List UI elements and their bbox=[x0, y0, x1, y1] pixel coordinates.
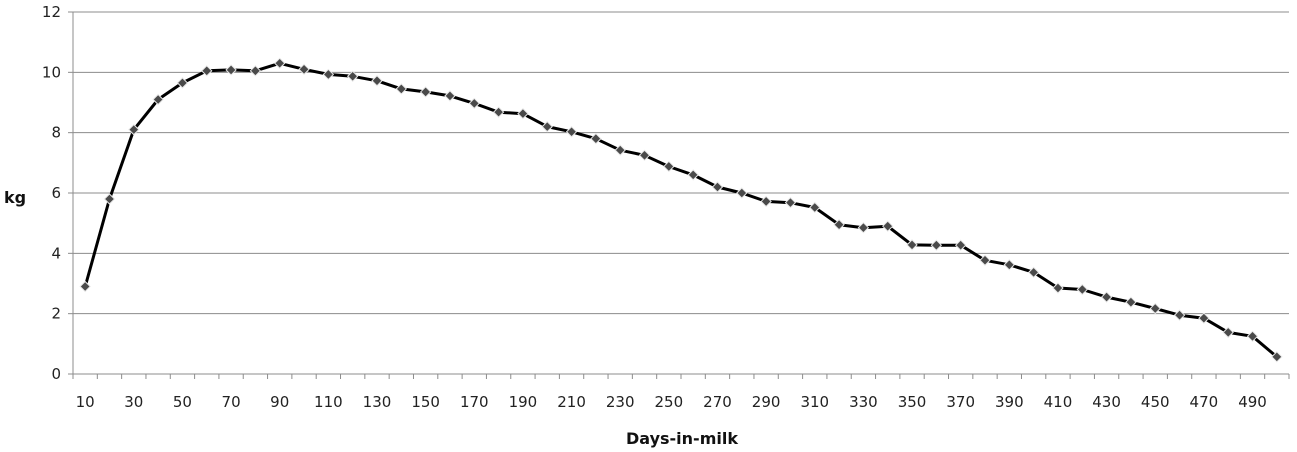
x-tick-label: 430 bbox=[1092, 393, 1121, 411]
data-point bbox=[565, 126, 578, 138]
data-point bbox=[1149, 302, 1161, 315]
data-point bbox=[1222, 326, 1234, 339]
x-tick-label: 370 bbox=[946, 393, 975, 411]
data-point bbox=[711, 181, 724, 193]
y-axis-title: kg bbox=[4, 188, 26, 207]
data-point bbox=[346, 70, 359, 82]
x-tick-label: 490 bbox=[1238, 393, 1267, 411]
data-point bbox=[176, 77, 189, 89]
data-point bbox=[1100, 291, 1113, 303]
data-point bbox=[1198, 312, 1210, 324]
data-point bbox=[322, 68, 335, 81]
x-tick-label: 30 bbox=[124, 393, 143, 411]
y-tick-label: 2 bbox=[51, 305, 61, 323]
data-point bbox=[1003, 259, 1016, 271]
data-point bbox=[663, 160, 675, 173]
y-tick-label: 4 bbox=[51, 244, 61, 262]
gridlines bbox=[73, 11, 1289, 315]
data-point bbox=[906, 239, 918, 251]
x-tick-labels: 10 30 50 70 90 110 130 150 170 190 210 230 250 270 290… bbox=[76, 393, 1267, 411]
data-point bbox=[1125, 296, 1137, 308]
x-tick-label: 50 bbox=[173, 393, 192, 411]
data-point bbox=[784, 196, 797, 209]
data-point bbox=[274, 57, 286, 69]
data-point bbox=[979, 254, 991, 266]
data-point bbox=[201, 65, 213, 77]
data-point bbox=[419, 86, 432, 98]
x-tick-label: 250 bbox=[655, 393, 684, 411]
series-line bbox=[83, 61, 1278, 358]
data-point bbox=[760, 195, 772, 208]
data-point bbox=[103, 193, 116, 205]
x-tick-label: 90 bbox=[270, 393, 289, 411]
data-point bbox=[638, 149, 651, 161]
data-point bbox=[809, 201, 821, 214]
y-tick-labels: 0 2 4 6 8 10 12 bbox=[42, 3, 61, 383]
data-point bbox=[371, 75, 383, 87]
data-point bbox=[298, 63, 310, 76]
x-tick-label: 310 bbox=[800, 393, 829, 411]
data-point bbox=[249, 65, 262, 77]
x-tick-label: 230 bbox=[606, 393, 635, 411]
data-point bbox=[395, 83, 408, 95]
x-tick-label: 170 bbox=[460, 393, 489, 411]
x-tick-label: 290 bbox=[752, 393, 781, 411]
x-tick-label: 130 bbox=[363, 393, 392, 411]
data-point bbox=[736, 187, 748, 199]
data-point bbox=[833, 218, 845, 231]
data-point bbox=[468, 97, 480, 110]
data-point bbox=[517, 107, 529, 120]
data-point bbox=[541, 120, 553, 133]
data-point bbox=[444, 90, 456, 102]
data-point bbox=[1052, 282, 1064, 294]
x-tick-label: 270 bbox=[703, 393, 732, 411]
data-point bbox=[1246, 330, 1259, 342]
data-point bbox=[128, 123, 140, 136]
data-point bbox=[1027, 266, 1040, 279]
data-point bbox=[882, 220, 894, 232]
data-point bbox=[225, 64, 237, 76]
x-tick-label: 70 bbox=[222, 393, 241, 411]
x-axis-title: Days-in-milk bbox=[626, 429, 738, 448]
data-point bbox=[614, 144, 626, 156]
x-tick-label: 410 bbox=[1044, 393, 1073, 411]
x-tick-label: 150 bbox=[411, 393, 440, 411]
y-tick-label: 0 bbox=[51, 365, 61, 383]
data-point bbox=[590, 132, 602, 145]
x-tick-label: 350 bbox=[898, 393, 927, 411]
axes bbox=[68, 11, 1290, 379]
x-tick-label: 450 bbox=[1141, 393, 1170, 411]
data-point bbox=[79, 280, 91, 293]
series-layer bbox=[79, 57, 1283, 363]
x-tick-label: 330 bbox=[849, 393, 878, 411]
y-tick-label: 6 bbox=[51, 184, 61, 202]
data-point bbox=[1271, 351, 1283, 363]
y-tick-label: 10 bbox=[42, 63, 61, 81]
x-tick-label: 390 bbox=[995, 393, 1024, 411]
x-tick-label: 110 bbox=[314, 393, 343, 411]
x-tick-label: 190 bbox=[509, 393, 538, 411]
data-point bbox=[687, 169, 699, 181]
data-point bbox=[857, 221, 870, 234]
y-tick-label: 8 bbox=[51, 124, 61, 142]
x-tick-label: 210 bbox=[557, 393, 586, 411]
data-point bbox=[1173, 309, 1186, 321]
data-point bbox=[492, 106, 505, 118]
data-point bbox=[954, 239, 967, 251]
data-point bbox=[1076, 283, 1088, 296]
x-tick-label: 470 bbox=[1190, 393, 1219, 411]
x-tick-label: 10 bbox=[76, 393, 95, 411]
data-point bbox=[152, 93, 164, 106]
y-tick-label: 12 bbox=[42, 3, 61, 21]
data-point bbox=[930, 239, 943, 251]
